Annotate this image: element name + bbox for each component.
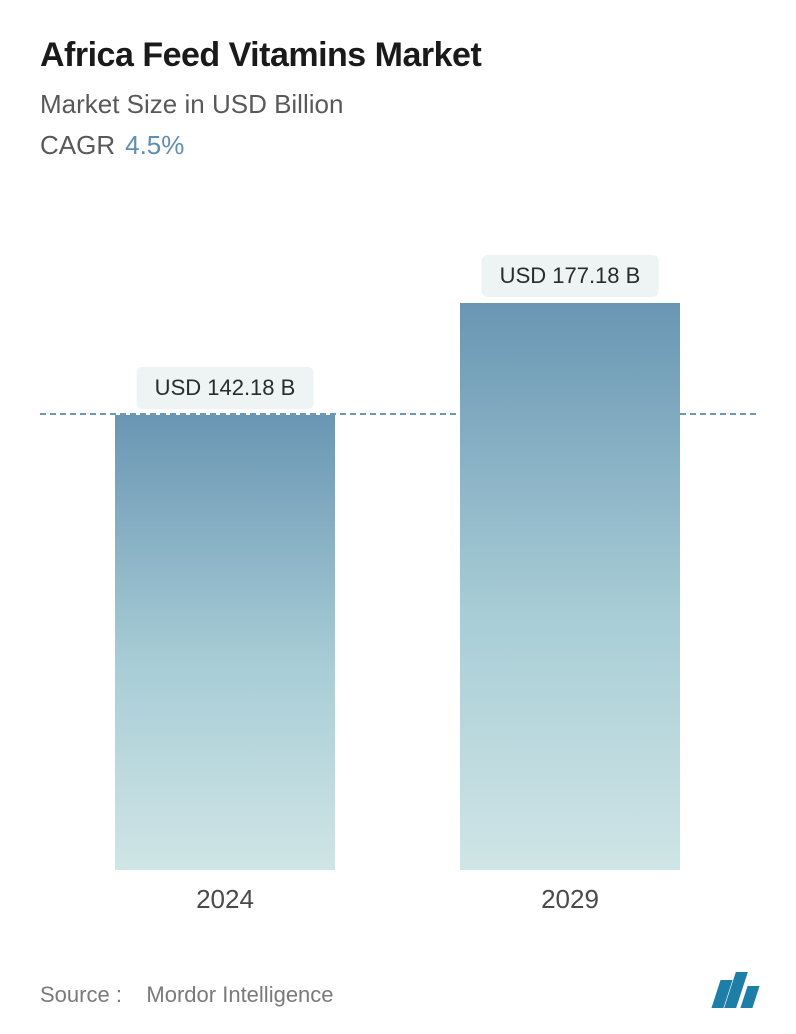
bar-value-label: USD 142.18 B	[137, 367, 314, 409]
footer: Source : Mordor Intelligence	[40, 972, 756, 1008]
bar-value-label: USD 177.18 B	[482, 255, 659, 297]
bar-fill	[115, 415, 335, 870]
chart-plot: USD 142.18 B 2024 USD 177.18 B 2029	[40, 230, 756, 870]
cagr-value: 4.5%	[125, 130, 184, 160]
cagr-row: CAGR 4.5%	[40, 130, 756, 161]
x-axis-label: 2024	[115, 884, 335, 915]
chart-area: USD 142.18 B 2024 USD 177.18 B 2029	[40, 230, 756, 930]
mordor-logo-icon	[716, 972, 756, 1008]
source-attribution: Source : Mordor Intelligence	[40, 982, 334, 1008]
bar-2024: USD 142.18 B 2024	[115, 415, 335, 870]
chart-subtitle: Market Size in USD Billion	[40, 89, 756, 120]
source-label: Source :	[40, 982, 122, 1007]
source-name: Mordor Intelligence	[146, 982, 333, 1007]
cagr-label: CAGR	[40, 130, 115, 160]
x-axis-label: 2029	[460, 884, 680, 915]
bar-2029: USD 177.18 B 2029	[460, 303, 680, 870]
chart-title: Africa Feed Vitamins Market	[40, 36, 756, 75]
bar-fill	[460, 303, 680, 870]
